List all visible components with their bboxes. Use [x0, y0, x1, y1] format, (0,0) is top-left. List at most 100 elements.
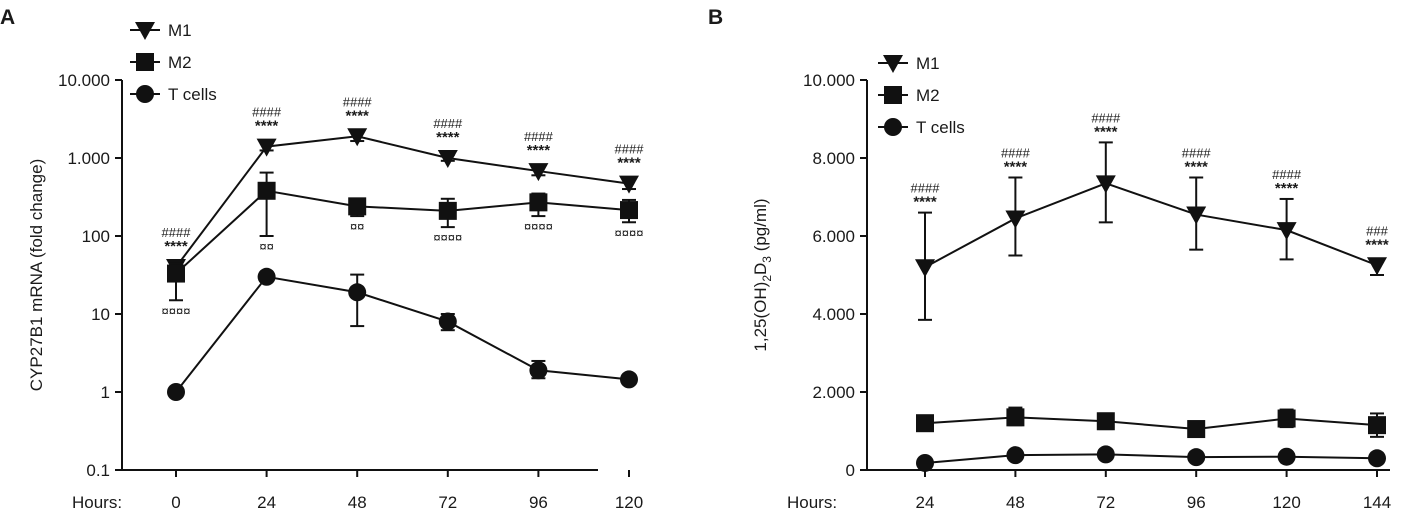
panel-b-x-tick-label: 48	[1006, 493, 1025, 510]
panel-a-significance-marks: ¤¤	[350, 219, 364, 234]
panel-b-y-tick-label: 2.000	[812, 383, 855, 402]
panel-b-t-cells-point	[1187, 448, 1206, 467]
panel-a-significance-marks: ¤¤¤¤	[162, 303, 191, 318]
panel-a-m2-point	[167, 264, 185, 283]
panel-a-significance-stars: ****	[164, 238, 188, 255]
panel-a-x-tick-label: 0	[171, 493, 180, 510]
panel-b-m1-line	[924, 182, 1378, 269]
panel-a-y-tick-label: 1	[101, 383, 110, 402]
panel-b-significance-stars: ****	[1365, 236, 1389, 253]
panel-a-legend-t-cells-label: T cells	[168, 85, 217, 104]
panel-a-t-cells-point	[620, 370, 638, 389]
panel-a-legend-t-cells-marker	[136, 85, 154, 103]
panel-b-m2-point	[1368, 416, 1386, 435]
panel-b-t-cells-point	[1006, 446, 1025, 465]
panel-a-m2-point	[438, 201, 457, 220]
panel-a-t-cells-point	[529, 361, 548, 380]
panel-a-m2-point	[348, 197, 367, 216]
panel-a-m1-point	[347, 128, 368, 147]
panel-a-x-tick-label: 72	[438, 493, 457, 510]
panel-a-m2-point	[529, 193, 548, 212]
panel-a-significance-hashes: ####	[162, 225, 192, 240]
panel-a-hours-label: Hours:	[72, 493, 122, 510]
panel-b-significance-hashes: ####	[1272, 167, 1302, 182]
panel-a-significance-hashes: ####	[252, 105, 282, 120]
panel-a-x-tick-label: 48	[348, 493, 367, 510]
panel-a-x-tick-label: 24	[257, 493, 276, 510]
panel-b-significance-stars: ****	[1185, 159, 1209, 176]
panel-a-t-cells-point	[348, 283, 367, 302]
panel-b-m2-point	[1096, 412, 1115, 431]
panel-b-plot: 0 2.000 4.000 6.000 8.000 10.000 24 48 72 96 120 14…	[803, 54, 1391, 510]
panel-a-x-tick-label: 120	[615, 493, 643, 510]
panel-b-significance-stars: ****	[1275, 180, 1299, 197]
panel-a-y-tick-label: 10.000	[58, 71, 110, 90]
panel-b-m1-point	[1095, 175, 1116, 194]
panel-b-ylabel: 1,25(OH)2D3 (pg/ml)	[751, 198, 774, 351]
panel-a-significance-hashes: ####	[343, 94, 373, 109]
panel-b-significance-stars: ****	[1004, 159, 1028, 176]
panel-a-significance-marks: ¤¤¤¤	[615, 225, 644, 240]
panel-b-t-cells-point	[916, 453, 934, 472]
panel-a-y-tick-label: 100	[82, 227, 110, 246]
panel-b-x-tick-label: 24	[916, 493, 935, 510]
panel-b-significance-hashes: ###	[1366, 223, 1388, 238]
panel-a-m1-point	[256, 138, 277, 157]
panel-a-x-tick-label: 96	[529, 493, 548, 510]
panel-b-x-tick-label: 72	[1096, 493, 1115, 510]
panel-b-x-tick-label: 144	[1363, 493, 1391, 510]
panel-a-legend-m1-label: M1	[168, 21, 192, 40]
panel-a-significance-hashes: ####	[433, 116, 463, 131]
panel-b-m2-point	[1277, 409, 1296, 428]
panel-b-hours-label: Hours:	[787, 493, 837, 510]
panel-b-y-tick-label: 6.000	[812, 227, 855, 246]
panel-a-m1-point	[619, 175, 639, 194]
panel-a-legend-m1-marker	[135, 22, 155, 40]
panel-a-m1-point	[528, 163, 549, 182]
panel-b-legend-t-cells-label: T cells	[916, 118, 965, 137]
panel-b-x-tick-label: 96	[1187, 493, 1206, 510]
panel-b-m1-point	[1005, 210, 1026, 229]
panel-a-m2-line	[175, 189, 630, 275]
panel-b-m2-point	[916, 414, 934, 433]
panel-b-legend-m2-label: M2	[916, 86, 940, 105]
panel-a-y-tick-label: 1.000	[67, 149, 110, 168]
panel-a-significance-marks: ¤¤¤¤	[524, 219, 553, 234]
panel-b-y-tick-label: 0	[846, 461, 855, 480]
panel-b-m2-line	[924, 416, 1378, 431]
panel-a-y-tick-label: 0.1	[86, 461, 110, 480]
panel-b-m1-point	[1276, 222, 1297, 241]
panel-b-legend-m1-label: M1	[916, 54, 940, 73]
panel-a-legend-m2-label: M2	[168, 53, 192, 72]
panel-a-significance-hashes: ####	[524, 129, 554, 144]
panel-b-y-tick-label: 8.000	[812, 149, 855, 168]
panel-b-m2-point	[1006, 408, 1025, 427]
panel-b-m2-point	[1187, 420, 1206, 439]
panel-a-legend-m2-marker	[136, 53, 154, 71]
panel-b-significance-stars: ****	[913, 194, 937, 211]
panel-b-legend-m1-marker	[883, 55, 903, 73]
panel-a-significance-stars: ****	[617, 155, 641, 172]
panel-b-m1-point	[1186, 206, 1207, 225]
panel-a-significance-stars: ****	[255, 118, 279, 135]
panel-b-t-cells-point	[1277, 447, 1296, 466]
panel-b-significance-hashes: ####	[911, 181, 941, 196]
panel-b-m1-point	[915, 259, 935, 278]
panel-b-t-cells-point	[1096, 445, 1115, 464]
panel-a-ylabel: CYP27B1 mRNA (fold change)	[27, 159, 46, 391]
panel-a-m1-point	[437, 150, 458, 168]
panel-a-significance-stars: ****	[527, 142, 551, 159]
panel-a-m1-line	[175, 135, 630, 268]
panel-b-m1-point	[1367, 257, 1387, 276]
panel-a-significance-hashes: ####	[615, 142, 645, 157]
panel-b-t-cells-point	[1368, 449, 1386, 468]
panel-a-m2-point	[257, 181, 276, 200]
panel-a-m2-point	[620, 201, 638, 220]
panel-a-t-cells-point	[438, 312, 457, 331]
panel-b-significance-hashes: ####	[1001, 146, 1031, 161]
panel-letter-b: B	[708, 6, 723, 29]
panel-b-x-tick-label: 120	[1272, 493, 1300, 510]
panel-a-significance-marks: ¤¤	[259, 239, 273, 254]
panel-letter-a: A	[0, 6, 15, 29]
panel-a-significance-marks: ¤¤¤¤	[433, 230, 462, 245]
